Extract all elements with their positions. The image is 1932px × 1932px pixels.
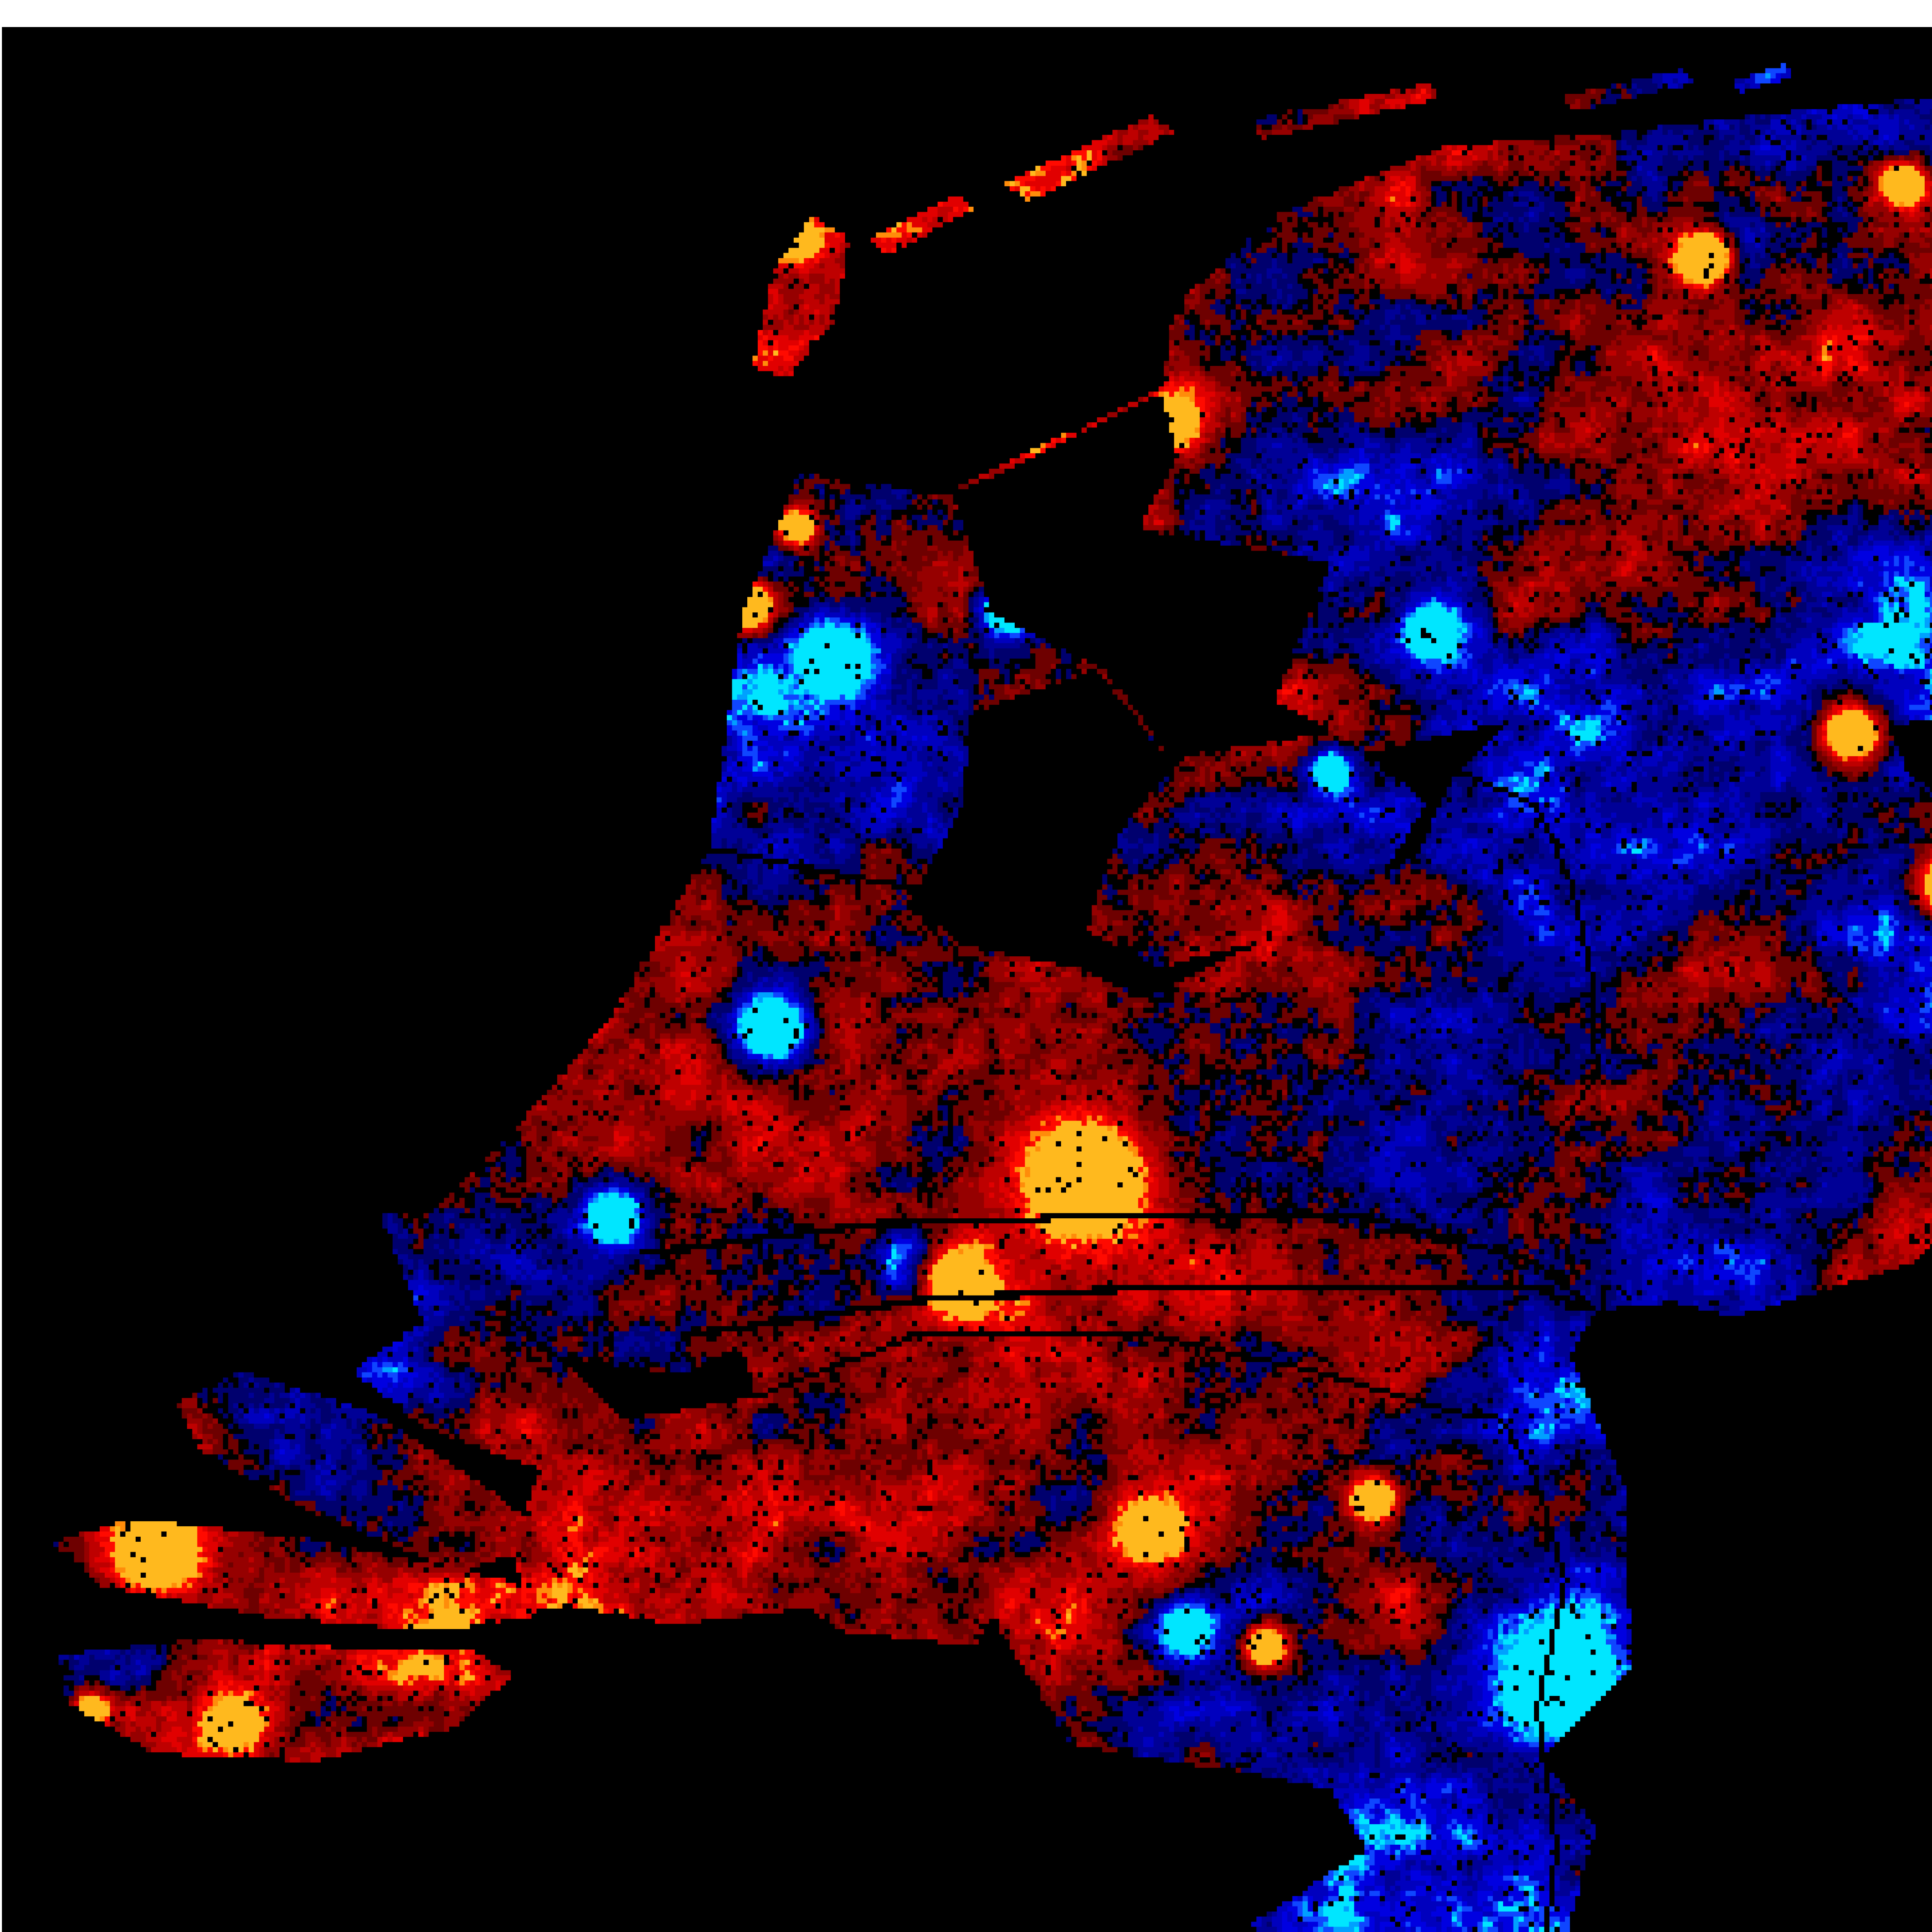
map-canvas-area — [2, 27, 1932, 1932]
netherlands-heatmap-canvas — [2, 27, 1932, 1932]
